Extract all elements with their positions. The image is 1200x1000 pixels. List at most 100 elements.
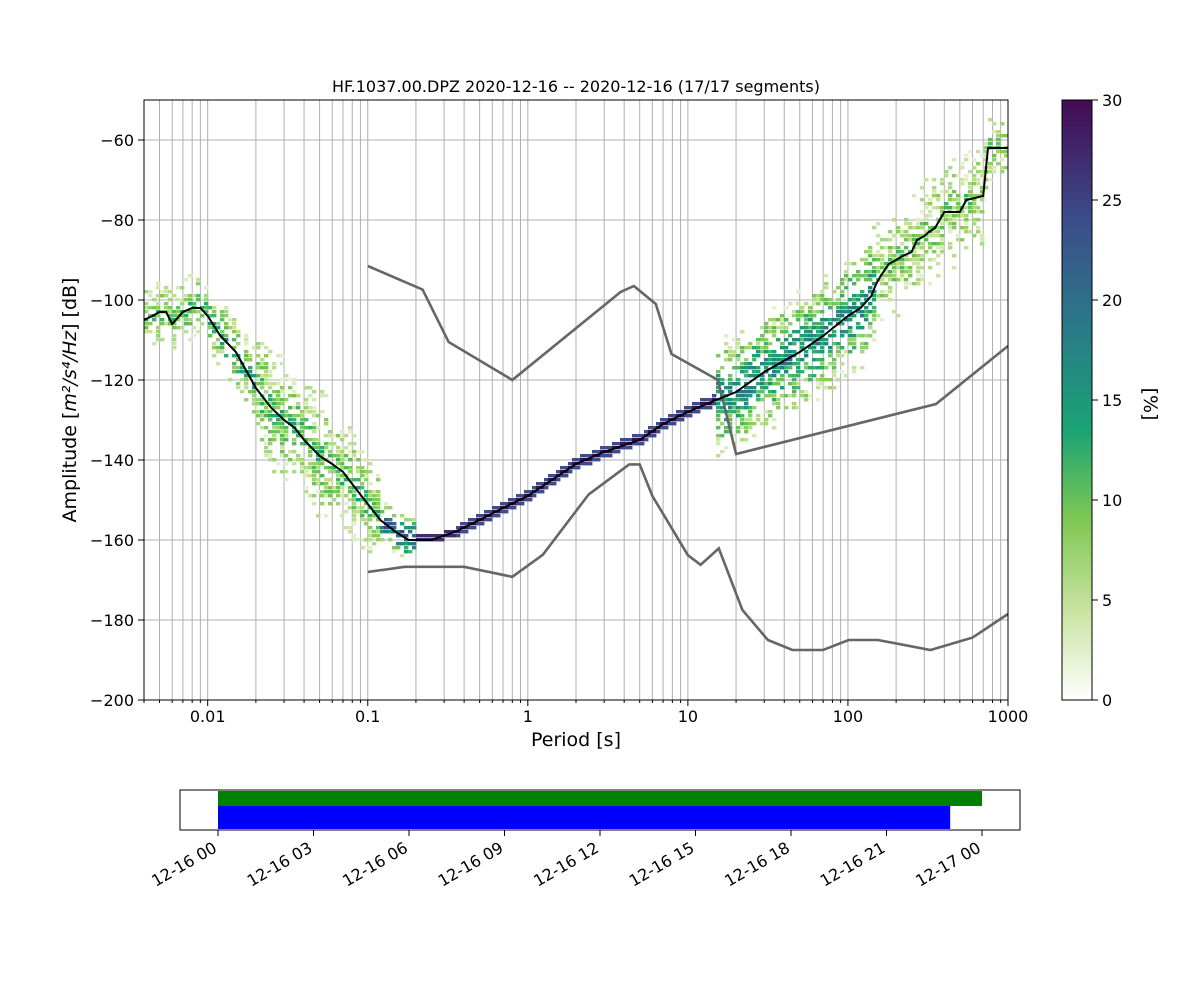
- heatmap-cell: [224, 354, 229, 358]
- heatmap-cell: [1000, 150, 1005, 154]
- heatmap-cell: [648, 434, 653, 438]
- heatmap-cell: [536, 486, 541, 490]
- heatmap-cell: [996, 134, 1001, 138]
- heatmap-cell: [872, 298, 877, 302]
- x-tick-label: 1000: [988, 707, 1029, 726]
- heatmap-cell: [636, 434, 641, 438]
- heatmap-cell: [316, 490, 321, 494]
- heatmap-cell: [784, 366, 789, 370]
- heatmap-cell: [864, 346, 869, 350]
- heatmap-cell: [364, 538, 369, 542]
- heatmap-cell: [856, 298, 861, 302]
- heatmap-cell: [264, 414, 269, 418]
- heatmap-cell: [900, 242, 905, 246]
- heatmap-cell: [692, 410, 697, 414]
- heatmap-cell: [156, 294, 161, 298]
- heatmap-cell: [964, 246, 969, 250]
- heatmap-cell: [844, 262, 849, 266]
- heatmap-cell: [932, 234, 937, 238]
- heatmap-cell: [144, 290, 149, 294]
- heatmap-cell: [964, 174, 969, 178]
- heatmap-cell: [692, 402, 697, 406]
- heatmap-cell: [156, 334, 161, 338]
- heatmap-cell: [740, 418, 745, 422]
- heatmap-cell: [220, 310, 225, 314]
- heatmap-cell: [736, 398, 741, 402]
- heatmap-cell: [556, 478, 561, 482]
- heatmap-cell: [824, 342, 829, 346]
- heatmap-cell: [348, 490, 353, 494]
- heatmap-cell: [528, 490, 533, 494]
- heatmap-cell: [904, 278, 909, 282]
- heatmap-cell: [260, 374, 265, 378]
- heatmap-cell: [828, 378, 833, 382]
- heatmap-cell: [376, 502, 381, 506]
- heatmap-cell: [252, 402, 257, 406]
- heatmap-cell: [968, 210, 973, 214]
- heatmap-cell: [916, 234, 921, 238]
- heatmap-cell: [824, 286, 829, 290]
- heatmap-cell: [360, 486, 365, 490]
- heatmap-cell: [500, 502, 505, 506]
- heatmap-cell: [872, 226, 877, 230]
- heatmap-cell: [972, 178, 977, 182]
- heatmap-cell: [884, 282, 889, 286]
- heatmap-cell: [172, 322, 177, 326]
- heatmap-cell: [352, 522, 357, 526]
- heatmap-cell: [936, 234, 941, 238]
- heatmap-cell: [252, 346, 257, 350]
- heatmap-cell: [708, 398, 713, 402]
- heatmap-cell: [308, 474, 313, 478]
- heatmap-cell: [340, 514, 345, 518]
- heatmap-cell: [880, 238, 885, 242]
- heatmap-cell: [732, 406, 737, 410]
- heatmap-cell: [948, 222, 953, 226]
- heatmap-cell: [284, 374, 289, 378]
- heatmap-cell: [216, 326, 221, 330]
- heatmap-cell: [512, 498, 517, 502]
- heatmap-cell: [280, 362, 285, 366]
- heatmap-cell: [372, 514, 377, 518]
- heatmap-cell: [764, 362, 769, 366]
- heatmap-cell: [824, 338, 829, 342]
- heatmap-cell: [724, 418, 729, 422]
- heatmap-cell: [744, 394, 749, 398]
- heatmap-cell: [804, 366, 809, 370]
- heatmap-cell: [532, 486, 537, 490]
- heatmap-cell: [436, 534, 441, 538]
- heatmap-cell: [260, 398, 265, 402]
- timeline-tick-label: 12-17 00: [912, 838, 984, 890]
- heatmap-cell: [904, 218, 909, 222]
- heatmap-cell: [952, 190, 957, 194]
- heatmap-cell: [940, 190, 945, 194]
- heatmap-cell: [808, 306, 813, 310]
- heatmap-cell: [392, 514, 397, 518]
- heatmap-cell: [936, 206, 941, 210]
- heatmap-cell: [560, 470, 565, 474]
- heatmap-cell: [172, 310, 177, 314]
- heatmap-cell: [308, 450, 313, 454]
- heatmap-cell: [868, 302, 873, 306]
- heatmap-cell: [792, 310, 797, 314]
- heatmap-cell: [736, 426, 741, 430]
- heatmap-cell: [768, 394, 773, 398]
- heatmap-cell: [828, 334, 833, 338]
- heatmap-cell: [232, 318, 237, 322]
- heatmap-cell: [316, 438, 321, 442]
- heatmap-cell: [148, 330, 153, 334]
- heatmap-cell: [188, 298, 193, 302]
- heatmap-cell: [652, 430, 657, 434]
- heatmap-cell: [428, 534, 433, 538]
- heatmap-cell: [188, 294, 193, 298]
- heatmap-cell: [336, 462, 341, 466]
- heatmap-cell: [308, 494, 313, 498]
- heatmap-cell: [772, 418, 777, 422]
- heatmap-cell: [732, 434, 737, 438]
- heatmap-cell: [312, 406, 317, 410]
- heatmap-cell: [916, 226, 921, 230]
- heatmap-cell: [308, 426, 313, 430]
- heatmap-cell: [320, 458, 325, 462]
- heatmap-cell: [756, 398, 761, 402]
- heatmap-cell: [980, 170, 985, 174]
- heatmap-cell: [560, 474, 565, 478]
